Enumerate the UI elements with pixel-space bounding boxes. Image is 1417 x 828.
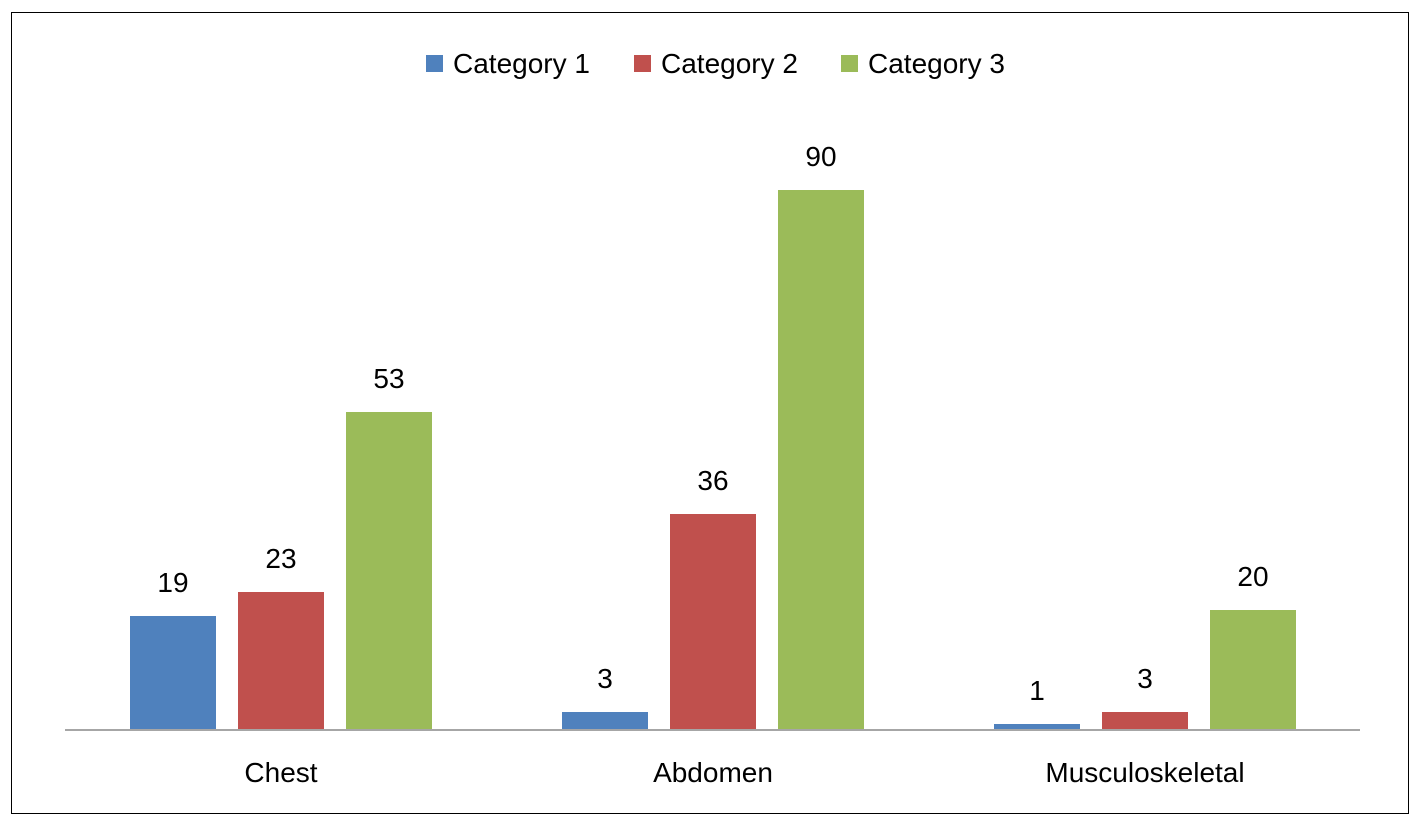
data-label-category-1-chest: 19 xyxy=(157,567,188,598)
bar-category-2-musculoskeletal xyxy=(1102,712,1188,730)
bar-category-3-abdomen xyxy=(778,190,864,730)
data-label-category-2-musculoskeletal: 3 xyxy=(1137,663,1153,694)
legend-label-category-2: Category 2 xyxy=(661,48,798,79)
legend-label-category-3: Category 3 xyxy=(868,48,1005,79)
x-tick-label-abdomen: Abdomen xyxy=(653,757,773,788)
legend-swatch-category-1 xyxy=(426,55,443,72)
data-label-category-2-chest: 23 xyxy=(265,543,296,574)
data-label-category-1-abdomen: 3 xyxy=(597,663,613,694)
legend-swatch-category-3 xyxy=(841,55,858,72)
data-label-category-1-musculoskeletal: 1 xyxy=(1029,675,1045,706)
data-label-category-3-musculoskeletal: 20 xyxy=(1237,561,1268,592)
data-labels-group: 19 3 1 23 36 3 53 90 20 xyxy=(157,141,1268,706)
legend-label-category-1: Category 1 xyxy=(453,48,590,79)
bar-category-1-musculoskeletal xyxy=(994,724,1080,730)
bar-category-2-chest xyxy=(238,592,324,730)
bar-category-2-abdomen xyxy=(670,514,756,730)
x-tick-label-chest: Chest xyxy=(244,757,317,788)
legend-swatch-category-2 xyxy=(634,55,651,72)
bar-category-3-chest xyxy=(346,412,432,730)
data-label-category-3-chest: 53 xyxy=(373,363,404,394)
bar-category-1-chest xyxy=(130,616,216,730)
data-label-category-3-abdomen: 90 xyxy=(805,141,836,172)
bar-category-3-musculoskeletal xyxy=(1210,610,1296,730)
bars-group xyxy=(130,190,1296,730)
legend: Category 1 Category 2 Category 3 xyxy=(426,48,1005,79)
x-tick-labels-group: Chest Abdomen Musculoskeletal xyxy=(244,757,1244,788)
data-label-category-2-abdomen: 36 xyxy=(697,465,728,496)
bar-category-1-abdomen xyxy=(562,712,648,730)
x-tick-label-musculoskeletal: Musculoskeletal xyxy=(1045,757,1244,788)
